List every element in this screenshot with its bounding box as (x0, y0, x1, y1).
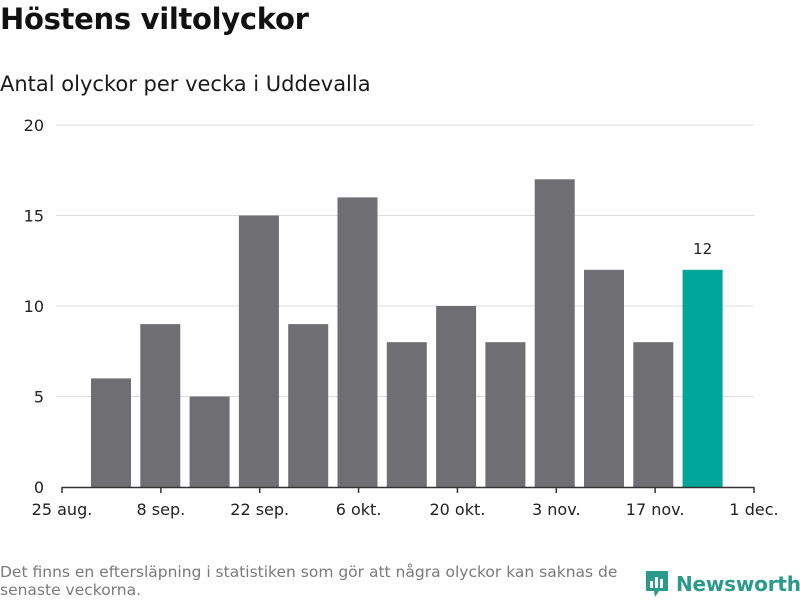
bar (140, 324, 181, 487)
x-tick-label: 17 nov. (626, 500, 685, 519)
x-tick-label: 3 nov. (532, 500, 581, 519)
y-tick-label: 0 (34, 478, 44, 497)
bar (436, 306, 477, 487)
chart-title: Höstens viltolyckor (0, 2, 309, 36)
bar (288, 324, 329, 487)
bar-chart: 0 5 10 15 20 12 25 aug. 8 sep. 22 sep. 6 okt. 20 o… (24, 116, 779, 519)
x-tick-label: 8 sep. (137, 500, 186, 519)
x-tick-label: 6 okt. (336, 500, 382, 519)
bar (584, 269, 624, 487)
bar (485, 342, 526, 487)
x-tick-label: 22 sep. (230, 500, 289, 519)
chart-subtitle: Antal olyckor per vecka i Uddevalla (0, 72, 371, 96)
x-tick-label: 25 aug. (32, 500, 93, 519)
y-tick-label: 5 (34, 388, 44, 407)
axis-layer (61, 486, 755, 493)
newsworthy-logo-icon (646, 571, 668, 597)
bar (534, 179, 575, 488)
y-tick-label: 20 (24, 116, 44, 135)
y-tick-label: 10 (24, 297, 44, 316)
brand[interactable]: Newsworthy (644, 568, 800, 600)
bar-layer (91, 179, 723, 488)
y-tick-label: 15 (24, 207, 44, 226)
footnote: Det finns en eftersläpning i statistiken… (0, 563, 618, 599)
bar (189, 396, 230, 487)
x-tick-label: 20 okt. (429, 500, 485, 519)
bar-highlight (682, 269, 723, 487)
bar (91, 378, 131, 487)
label-layer: 0 5 10 15 20 12 25 aug. 8 sep. 22 sep. 6 okt. 20 o… (24, 116, 779, 519)
bar (238, 215, 279, 487)
bar (337, 197, 378, 487)
bar (386, 342, 427, 487)
data-label: 12 (693, 240, 712, 258)
bar (633, 342, 674, 487)
x-tick-label: 1 dec. (729, 500, 778, 519)
brand-name: Newsworthy (676, 572, 800, 596)
